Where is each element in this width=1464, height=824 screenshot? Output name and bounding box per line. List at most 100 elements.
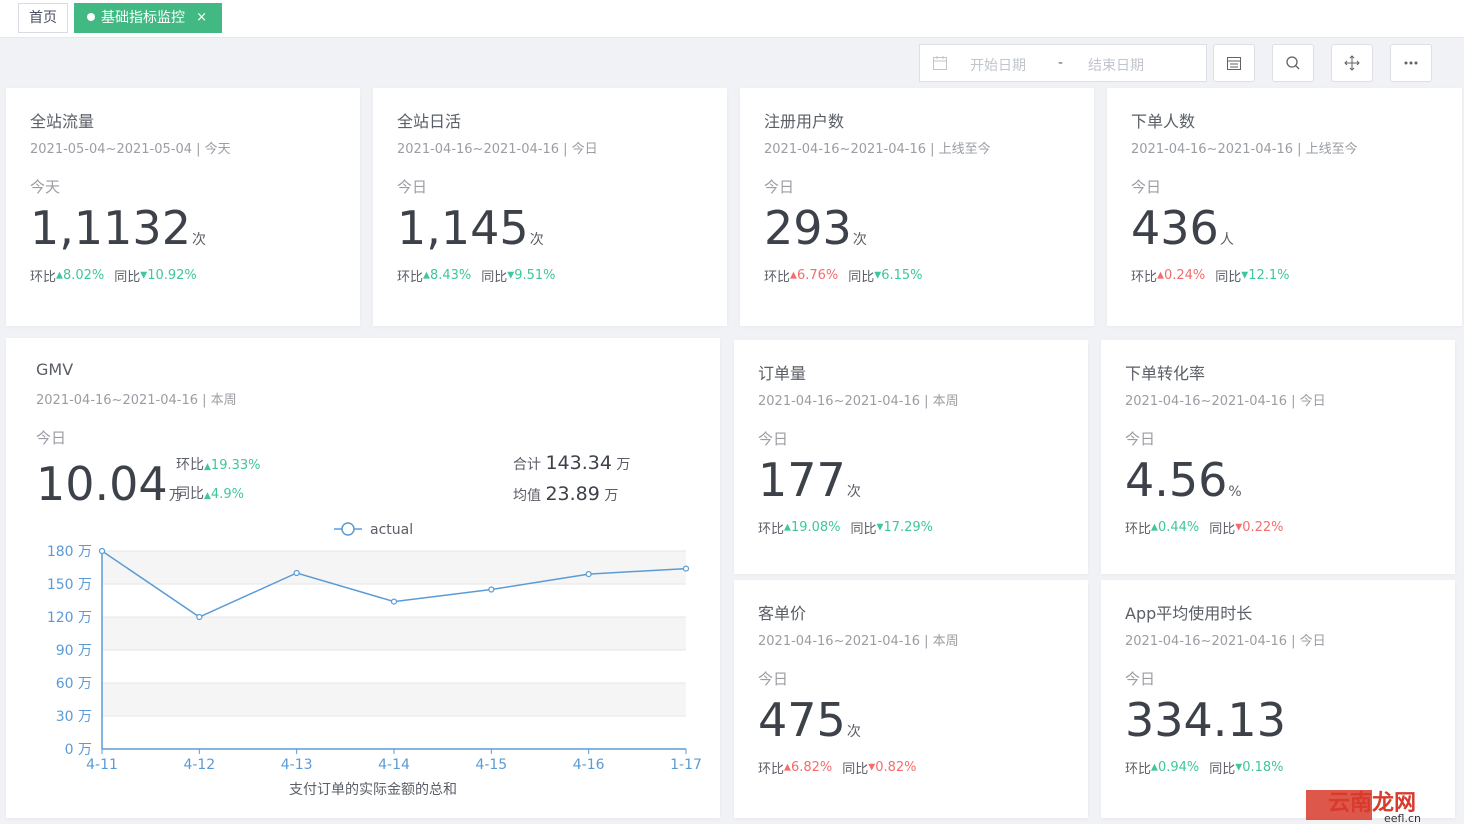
x-tick-label: 4-14 [378, 757, 410, 773]
card-title: 注册用户数 [764, 112, 845, 131]
hb-label: 环比 [30, 270, 57, 285]
data-point [98, 547, 106, 555]
gmv-tb-value: 4.9% [210, 487, 244, 502]
card-value: 334.13 [1125, 692, 1287, 760]
gmv-sum-unit: 万 [616, 457, 631, 473]
x-axis-title: 支付订单的实际金额的总和 [289, 782, 457, 798]
legend-marker [341, 522, 355, 536]
gmv-avg-unit: 万 [604, 488, 619, 504]
tb-label: 同比 [1209, 762, 1236, 777]
down-arrow-icon: ▼ [868, 762, 876, 773]
data-point [488, 586, 495, 593]
card-title: 订单量 [758, 364, 807, 383]
card-period: 今日 [1131, 178, 1162, 196]
more-icon [1404, 61, 1418, 65]
hb-label: 环比 [1125, 522, 1152, 537]
card-title: App平均使用时长 [1125, 604, 1253, 623]
gmv-sum: 合计 143.34 万 [513, 452, 630, 474]
up-arrow-icon: ▲ [1151, 522, 1158, 533]
gmv-value: 10.04万 [36, 456, 183, 524]
card-period: 今日 [764, 178, 795, 196]
tb-label: 同比 [850, 522, 877, 537]
card-value: 1,1132次 [30, 200, 206, 268]
x-tick-label: 4-15 [475, 757, 507, 773]
search-button[interactable] [1272, 44, 1314, 82]
card-compare: 环比▲8.43% 同比▼9.51% [397, 266, 556, 285]
gmv-value-unit: 万 [168, 488, 183, 504]
card-value-number: 475 [758, 693, 846, 747]
tb-value: 17.29% [883, 520, 934, 535]
gmv-hb: 环比▲19.33% [176, 454, 261, 474]
up-arrow-icon: ▲ [1151, 762, 1158, 773]
grid-band [102, 683, 686, 716]
gmv-sum-label: 合计 [513, 457, 541, 473]
down-arrow-icon: ▼ [507, 270, 515, 281]
card-period: 今日 [758, 670, 789, 688]
card-title: 下单人数 [1131, 112, 1196, 131]
svg-text:eefl.cn: eefl.cn [1384, 812, 1421, 824]
tb-label: 同比 [1209, 522, 1236, 537]
y-tick-label: 90 万 [56, 643, 92, 659]
card-value-unit: 次 [191, 232, 206, 248]
card-compare: 环比▲0.94% 同比▼0.18% [1125, 758, 1284, 777]
date-separator: - [1058, 55, 1064, 71]
hb-value: 6.82% [790, 760, 833, 775]
card-compare: 环比▲8.02% 同比▼10.92% [30, 266, 197, 285]
date-range-picker[interactable]: 开始日期 - 结束日期 [919, 44, 1207, 82]
card-value: 475次 [758, 692, 861, 760]
tab-label: 基础指标监控 [101, 10, 185, 26]
hb-value: 6.76% [796, 268, 839, 283]
calendar-button[interactable] [1213, 44, 1255, 82]
more-button[interactable] [1390, 44, 1432, 82]
gmv-tb-label: 同比 [176, 486, 204, 502]
data-point [585, 571, 592, 578]
up-arrow-icon: ▲ [790, 270, 797, 281]
gmv-sum-value: 143.34 [545, 452, 612, 474]
card-range: 2021-04-16~2021-04-16 | 本周 [758, 634, 959, 649]
tab-home[interactable]: 首页 [18, 3, 68, 33]
hb-value: 0.94% [1157, 760, 1200, 775]
close-icon[interactable]: × [196, 10, 207, 25]
hb-label: 环比 [758, 762, 785, 777]
end-date-input[interactable]: 结束日期 [1088, 58, 1144, 74]
card-value: 293次 [764, 200, 867, 268]
order-conversion-card: 下单转化率 2021-04-16~2021-04-16 | 今日 今日 4.56… [1101, 340, 1455, 574]
card-compare: 环比▲6.82% 同比▼0.82% [758, 758, 917, 777]
site-traffic-card: 全站流量 2021-05-04~2021-05-04 | 今天 今天 1,113… [6, 88, 360, 326]
up-arrow-icon: ▲ [56, 270, 63, 281]
card-period: 今日 [397, 178, 428, 196]
calendar-icon [1227, 57, 1241, 70]
card-value-number: 334.13 [1125, 693, 1286, 747]
calendar-icon [933, 56, 947, 70]
x-tick-label: 4-11 [86, 757, 118, 773]
start-date-input[interactable]: 开始日期 [970, 58, 1026, 74]
move-button[interactable] [1331, 44, 1373, 82]
gmv-hb-value: 19.33% [210, 458, 261, 473]
order-users-card: 下单人数 2021-04-16~2021-04-16 | 上线至今 今日 436… [1107, 88, 1462, 326]
card-title: 全站流量 [30, 112, 95, 131]
x-tick-label: 4-13 [281, 757, 313, 773]
y-tick-label: 60 万 [56, 676, 92, 692]
card-value: 1,145次 [397, 200, 544, 268]
card-value-unit: 次 [846, 484, 861, 500]
legend-label: actual [370, 522, 413, 538]
tb-value: 12.1% [1248, 268, 1290, 283]
up-arrow-icon: ▲ [423, 270, 430, 281]
tb-value: 9.51% [514, 268, 556, 283]
card-range: 2021-04-16~2021-04-16 | 上线至今 [764, 142, 991, 157]
hb-value: 0.24% [1163, 268, 1206, 283]
gmv-avg: 均值 23.89 万 [513, 483, 618, 505]
data-point [196, 613, 203, 621]
y-tick-label: 150 万 [47, 577, 92, 593]
down-arrow-icon: ▼ [874, 270, 882, 281]
tab-basic-metrics[interactable]: 基础指标监控 × [74, 3, 222, 33]
card-value: 177次 [758, 452, 861, 520]
gmv-line-chart: 0 万 30 万 60 万 90 万 120 万 150 万 180 万 4-11 4-12 4-… [47, 522, 702, 798]
hb-value: 0.44% [1157, 520, 1200, 535]
tb-label: 同比 [114, 270, 141, 285]
card-value-number: 293 [764, 201, 852, 255]
avg-order-price-card: 客单价 2021-04-16~2021-04-16 | 本周 今日 475次 环… [734, 580, 1088, 818]
card-value: 4.56% [1125, 452, 1242, 520]
site-dau-card: 全站日活 2021-04-16~2021-04-16 | 今日 今日 1,145… [373, 88, 727, 326]
card-range: 2021-04-16~2021-04-16 | 今日 [397, 142, 598, 157]
